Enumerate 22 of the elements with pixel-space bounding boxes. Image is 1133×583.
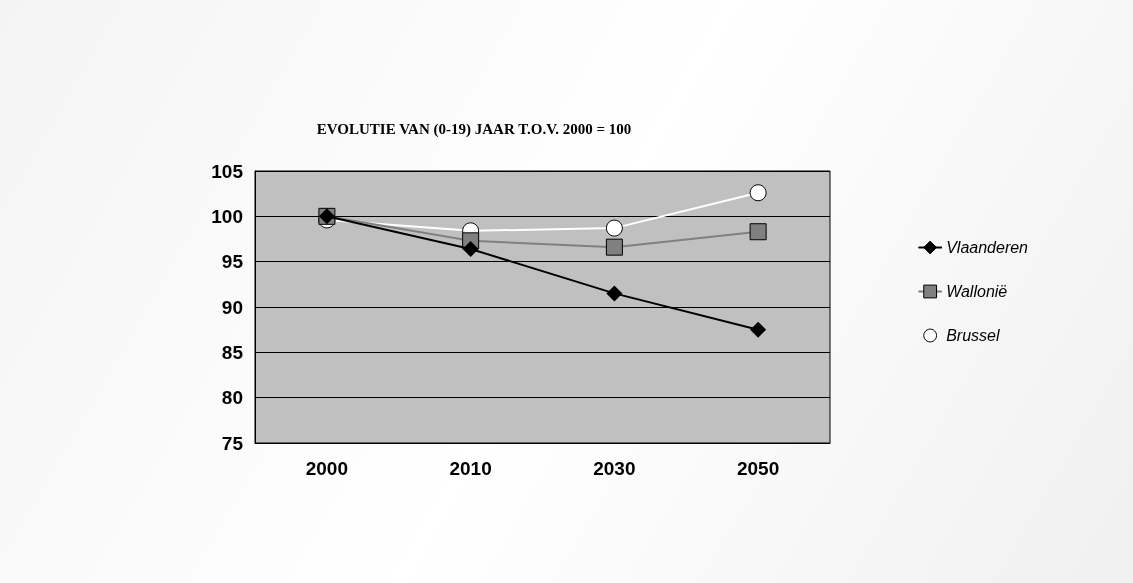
x-tick-label: 2050 — [736, 458, 780, 479]
y-tick-label: 105 — [211, 160, 244, 182]
x-tick-label: 2030 — [593, 458, 636, 479]
x-tick-label: 2010 — [449, 458, 492, 479]
y-tick-label: 75 — [221, 432, 244, 454]
point — [749, 184, 767, 202]
point — [605, 238, 623, 256]
legend-label: Wallonië — [946, 283, 1008, 300]
y-tick-label: 100 — [211, 205, 243, 227]
point — [462, 240, 479, 257]
x-tick-label: 2000 — [305, 458, 349, 479]
y-tick-label: 80 — [221, 387, 243, 409]
y-tick-label: 90 — [221, 296, 243, 318]
point — [749, 223, 767, 241]
y-tick-label: 95 — [221, 251, 244, 273]
legend-label: Brussel — [946, 327, 1000, 344]
point — [605, 219, 623, 237]
legend-label: Vlaanderen — [946, 239, 1029, 256]
y-tick-label: 85 — [221, 341, 244, 363]
chart-title: EVOLUTIE VAN (0-19) JAAR T.O.V. 2000 = 100 — [316, 120, 632, 138]
point — [750, 321, 767, 338]
point — [606, 285, 623, 302]
